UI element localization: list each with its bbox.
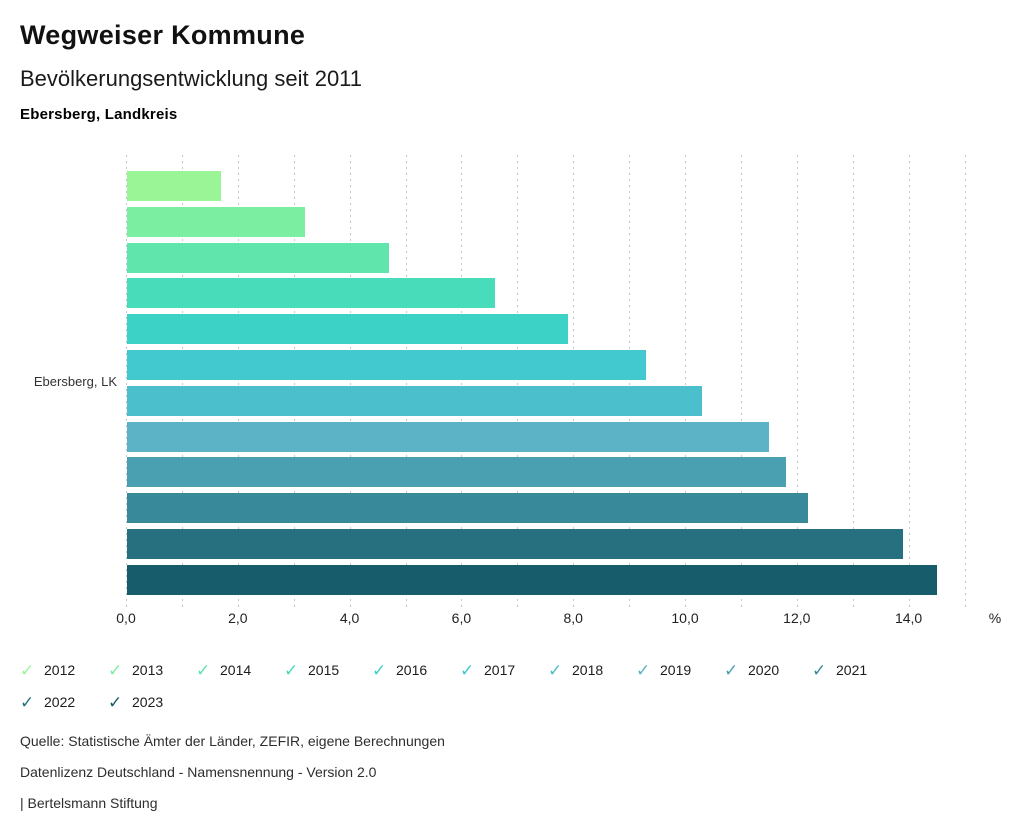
legend-item-2013[interactable]: ✓ 2013 bbox=[108, 654, 196, 686]
checkmark-icon: ✓ bbox=[636, 660, 651, 680]
legend-year-label: 2016 bbox=[396, 662, 428, 678]
gridline bbox=[461, 155, 463, 608]
checkmark-icon: ✓ bbox=[20, 660, 35, 680]
legend-item-2019[interactable]: ✓ 2019 bbox=[636, 654, 724, 686]
gridline bbox=[629, 155, 631, 608]
bar-2018[interactable] bbox=[127, 385, 702, 416]
checkmark-icon: ✓ bbox=[20, 692, 35, 712]
legend-year-label: 2020 bbox=[748, 662, 780, 678]
legend-year-label: 2023 bbox=[132, 694, 164, 710]
legend-year-label: 2018 bbox=[572, 662, 604, 678]
legend-item-2014[interactable]: ✓ 2014 bbox=[196, 654, 284, 686]
y-axis-category-label: Ebersberg, LK bbox=[33, 374, 117, 389]
legend-item-2017[interactable]: ✓ 2017 bbox=[460, 654, 548, 686]
legend-item-2021[interactable]: ✓ 2021 bbox=[812, 654, 900, 686]
checkmark-icon: ✓ bbox=[108, 660, 123, 680]
region-label: Ebersberg, Landkreis bbox=[20, 106, 178, 123]
gridline bbox=[573, 155, 575, 608]
legend-item-2022[interactable]: ✓ 2022 bbox=[20, 686, 108, 718]
gridline bbox=[517, 155, 519, 608]
bar-2016[interactable] bbox=[127, 314, 568, 345]
checkmark-icon: ✓ bbox=[548, 660, 563, 680]
legend-year-label: 2019 bbox=[660, 662, 692, 678]
gridline bbox=[796, 155, 798, 608]
bar-2019[interactable] bbox=[127, 421, 769, 452]
x-tick-label: 2,0 bbox=[228, 610, 248, 626]
gridline bbox=[685, 155, 686, 608]
gridline bbox=[237, 155, 239, 608]
legend-year-label: 2015 bbox=[308, 662, 340, 678]
checkmark-icon: ✓ bbox=[460, 660, 475, 680]
legend-item-2012[interactable]: ✓ 2012 bbox=[20, 654, 108, 686]
bar-2013[interactable] bbox=[127, 206, 305, 237]
bar-2012[interactable] bbox=[127, 171, 222, 201]
checkmark-icon: ✓ bbox=[284, 660, 299, 680]
legend-item-2015[interactable]: ✓ 2015 bbox=[284, 654, 372, 686]
checkmark-icon: ✓ bbox=[372, 660, 387, 680]
bar-2015[interactable] bbox=[127, 278, 495, 309]
legend-item-2018[interactable]: ✓ 2018 bbox=[548, 654, 636, 686]
x-tick-label: 6,0 bbox=[451, 610, 472, 626]
legend-item-2023[interactable]: ✓ 2023 bbox=[108, 686, 196, 718]
checkmark-icon: ✓ bbox=[724, 660, 739, 680]
bar-2022[interactable] bbox=[127, 529, 903, 559]
gridline bbox=[908, 155, 910, 608]
source-note: Quelle: Statistische Ämter der Länder, Z… bbox=[20, 733, 445, 749]
bar-2023[interactable] bbox=[127, 564, 937, 595]
legend-item-2016[interactable]: ✓ 2016 bbox=[372, 654, 460, 686]
population-bar-chart: Ebersberg, LK 0,0 2,0 4,0 6,0 8,0 10,0 12,0 14,… bbox=[0, 150, 1024, 640]
legend-year-label: 2013 bbox=[132, 662, 164, 678]
x-tick-label: 4,0 bbox=[339, 610, 360, 626]
x-tick-label: 8,0 bbox=[563, 610, 583, 626]
page-title: Wegweiser Kommune bbox=[20, 20, 306, 50]
bar-2020[interactable] bbox=[127, 457, 786, 488]
gridline bbox=[349, 155, 351, 608]
x-tick-label: 10,0 bbox=[671, 610, 699, 626]
gridline bbox=[740, 155, 742, 608]
gridline bbox=[405, 155, 407, 608]
legend: ✓ 2012 ✓ 2013 ✓ 2014 ✓ 2015 ✓ 2016 ✓ 2017 ✓ 2018 ✓ 2019… bbox=[20, 654, 920, 718]
bar-2021[interactable] bbox=[127, 493, 808, 524]
x-tick-label: 0,0 bbox=[116, 610, 136, 626]
license-note: Datenlizenz Deutschland - Namensnennung … bbox=[20, 764, 377, 780]
legend-year-label: 2012 bbox=[44, 662, 76, 678]
legend-year-label: 2021 bbox=[836, 662, 868, 678]
x-axis-unit-label: % bbox=[988, 610, 1002, 626]
checkmark-icon: ✓ bbox=[108, 692, 123, 712]
gridline bbox=[964, 155, 966, 608]
x-tick-label: 12,0 bbox=[783, 610, 811, 626]
x-tick-label: 14,0 bbox=[894, 610, 923, 626]
attribution-note: | Bertelsmann Stiftung bbox=[20, 795, 158, 811]
legend-year-label: 2014 bbox=[220, 662, 252, 678]
checkmark-icon: ✓ bbox=[812, 660, 827, 680]
checkmark-icon: ✓ bbox=[196, 660, 211, 680]
chart-title: Bevölkerungsentwicklung seit 2011 bbox=[20, 66, 363, 91]
bar-2014[interactable] bbox=[127, 242, 389, 273]
gridline bbox=[126, 155, 127, 608]
legend-year-label: 2022 bbox=[44, 694, 76, 710]
gridline bbox=[852, 155, 854, 608]
bar-2017[interactable] bbox=[127, 350, 646, 380]
gridline bbox=[293, 155, 295, 608]
gridline bbox=[181, 155, 183, 608]
legend-item-2020[interactable]: ✓ 2020 bbox=[724, 654, 812, 686]
legend-year-label: 2017 bbox=[484, 662, 516, 678]
